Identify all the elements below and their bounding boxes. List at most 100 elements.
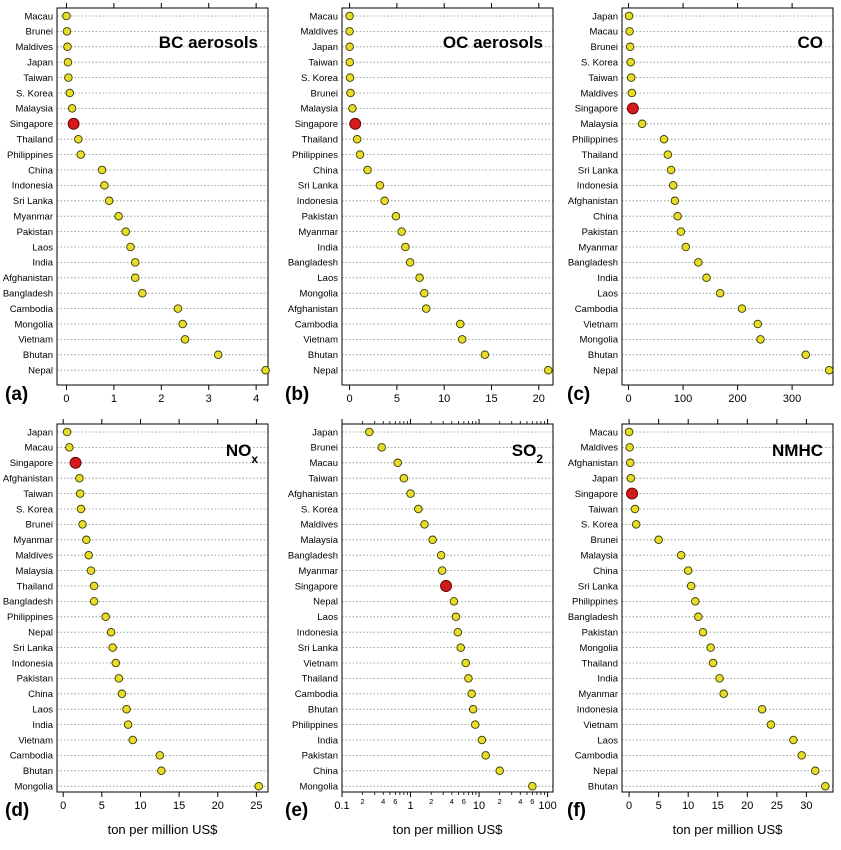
category-label: Myanmar bbox=[578, 689, 618, 700]
panel-title: OC aerosols bbox=[443, 33, 543, 52]
category-label: Cambodia bbox=[295, 689, 339, 700]
category-label: Thailand bbox=[302, 135, 338, 146]
x-axis-label: ton per million US$ bbox=[673, 822, 784, 837]
category-label: Sri Lanka bbox=[578, 165, 619, 176]
data-point bbox=[481, 751, 490, 760]
data-point bbox=[683, 566, 693, 575]
category-label: Pakistan bbox=[17, 674, 53, 685]
category-label: Macau bbox=[309, 11, 338, 22]
category-label: Thailand bbox=[582, 150, 618, 161]
category-label: Nepal bbox=[313, 366, 338, 377]
data-point bbox=[86, 566, 96, 575]
category-label: Bangladesh bbox=[568, 612, 618, 623]
category-label: China bbox=[28, 165, 54, 176]
data-point bbox=[626, 458, 635, 468]
x-tick-label: 20 bbox=[741, 800, 753, 812]
panel-title: NOx bbox=[226, 441, 259, 466]
x-minor-tick-label: 2 bbox=[498, 797, 502, 806]
data-point bbox=[666, 165, 676, 175]
data-point bbox=[363, 165, 372, 175]
data-point bbox=[626, 487, 638, 500]
category-label: Myanmar bbox=[13, 535, 53, 546]
x-minor-tick-label: 6 bbox=[462, 797, 466, 806]
x-tick-label: 20 bbox=[533, 393, 545, 405]
category-label: Sri Lanka bbox=[13, 643, 54, 654]
category-label: Cambodia bbox=[10, 751, 54, 762]
data-point bbox=[702, 273, 711, 283]
category-label: S. Korea bbox=[16, 504, 54, 515]
category-label: Mongolia bbox=[299, 289, 338, 300]
x-minor-tick-label: 2 bbox=[361, 797, 365, 806]
category-label: Mongolia bbox=[579, 335, 618, 346]
category-label: Afghanistan bbox=[3, 474, 53, 485]
data-point bbox=[111, 658, 120, 668]
data-point bbox=[365, 427, 374, 437]
x-tick-label: 10 bbox=[134, 800, 146, 812]
category-label: Bhutan bbox=[23, 766, 53, 777]
category-label: Vietnam bbox=[583, 319, 618, 330]
x-tick-label: 2 bbox=[158, 393, 164, 405]
category-label: Bhutan bbox=[23, 350, 53, 361]
category-label: Singapore bbox=[10, 119, 53, 130]
category-label: Macau bbox=[24, 11, 53, 22]
data-point bbox=[436, 550, 446, 560]
data-point bbox=[453, 627, 463, 637]
data-point bbox=[63, 57, 73, 67]
data-point bbox=[130, 273, 140, 283]
data-point bbox=[420, 288, 429, 298]
category-label: Malaysia bbox=[301, 104, 339, 115]
data-point bbox=[627, 73, 636, 82]
data-point bbox=[824, 365, 834, 375]
x-tick-label: 3 bbox=[206, 393, 212, 405]
data-point bbox=[637, 119, 647, 129]
data-point bbox=[345, 57, 355, 67]
data-point bbox=[626, 473, 636, 483]
category-label: Philippines bbox=[292, 150, 338, 161]
data-point bbox=[421, 304, 431, 313]
category-label: India bbox=[32, 258, 53, 269]
category-label: China bbox=[593, 212, 619, 223]
data-point bbox=[757, 704, 767, 714]
x-axis-label: ton per million US$ bbox=[393, 822, 504, 837]
category-label: Cambodia bbox=[575, 751, 619, 762]
data-point bbox=[63, 42, 72, 52]
category-label: Laos bbox=[317, 273, 338, 284]
category-label: Thailand bbox=[582, 658, 618, 669]
category-label: Sri Lanka bbox=[298, 181, 339, 192]
data-point bbox=[405, 258, 415, 267]
panel-label: (d) bbox=[5, 800, 29, 821]
category-label: Malaysia bbox=[16, 104, 54, 115]
category-label: Macau bbox=[309, 458, 338, 469]
data-point bbox=[101, 612, 110, 622]
data-point bbox=[401, 242, 410, 252]
category-label: Vietnam bbox=[18, 735, 53, 746]
panel-label: (e) bbox=[285, 800, 308, 821]
category-label: Philippines bbox=[292, 720, 338, 731]
data-point bbox=[64, 73, 73, 82]
data-point bbox=[104, 196, 114, 206]
data-point bbox=[624, 11, 634, 21]
data-point bbox=[669, 181, 678, 190]
data-point bbox=[213, 350, 223, 360]
data-point bbox=[121, 227, 131, 236]
plot-frame bbox=[341, 7, 554, 386]
category-label: Afghanistan bbox=[288, 489, 338, 500]
panel-label: (f) bbox=[567, 800, 586, 821]
panel-title: BC aerosols bbox=[159, 33, 258, 52]
data-point bbox=[654, 535, 663, 545]
data-point bbox=[457, 335, 467, 344]
data-point bbox=[544, 365, 553, 375]
data-point bbox=[708, 658, 718, 668]
category-label: Myanmar bbox=[298, 227, 338, 238]
category-label: Indonesia bbox=[577, 705, 619, 716]
data-point bbox=[811, 766, 820, 776]
x-tick-label: 100 bbox=[538, 800, 556, 812]
panel-6: Macau Maldives Afghanistan Japan Singapore Ta… bbox=[567, 419, 834, 837]
category-label: Afghanistan bbox=[568, 458, 618, 469]
category-label: Cambodia bbox=[10, 304, 54, 315]
data-point bbox=[698, 627, 708, 637]
panel-label: (b) bbox=[285, 384, 309, 405]
data-point bbox=[114, 674, 124, 683]
data-point bbox=[694, 258, 703, 267]
category-label: Maldives bbox=[301, 27, 339, 38]
